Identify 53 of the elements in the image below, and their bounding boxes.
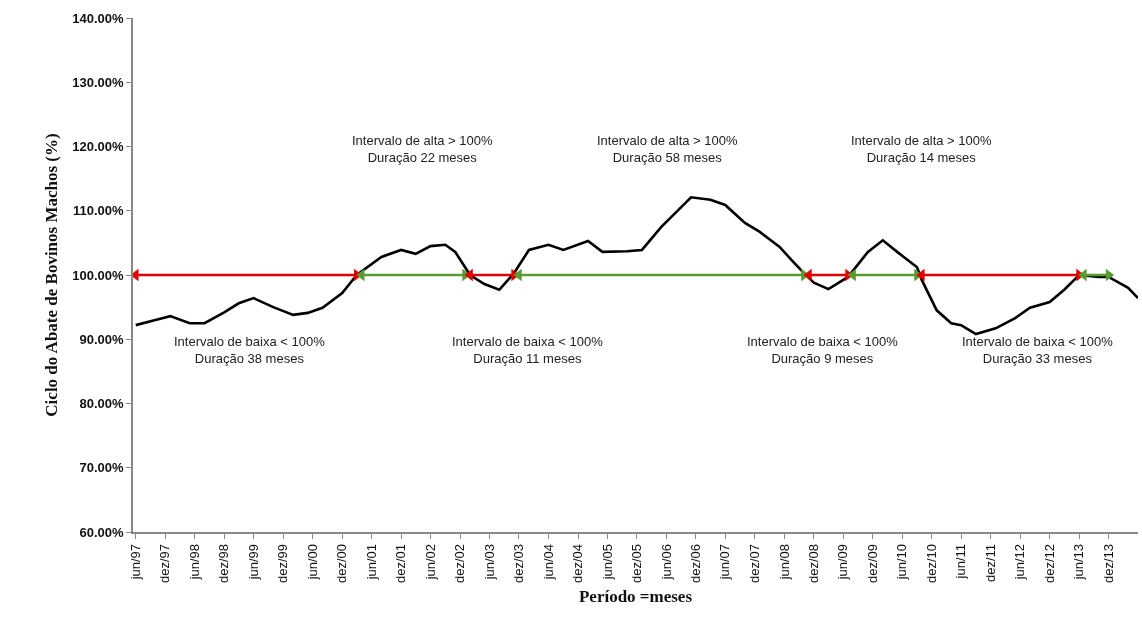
x-tick-label: dez/97 [157, 543, 173, 583]
y-tick-label: 70.00% [79, 460, 125, 476]
y-tick-label: 110.00% [73, 203, 125, 219]
y-axis-title: Ciclo do Abate de Bovinos Machos (%) [42, 133, 62, 417]
x-tick-label: dez/13 [1100, 543, 1116, 583]
annotation: Intervalo de alta > 100% Duração 58 meses [597, 133, 739, 165]
x-axis-title: Período =meses [578, 586, 693, 606]
x-tick-label: dez/99 [275, 543, 291, 583]
y-tick-label: 80.00% [79, 396, 125, 412]
x-tick-label: jun/09 [835, 543, 851, 581]
y-tick-label: 60.00% [79, 524, 125, 540]
x-tick-label: dez/07 [747, 543, 763, 583]
x-tick-label: jun/02 [422, 543, 438, 581]
x-tick-label: jun/04 [540, 543, 556, 581]
y-tick-label: 130.00% [72, 74, 125, 90]
x-tick-label: dez/03 [511, 543, 527, 583]
x-tick-label: dez/08 [806, 543, 822, 583]
x-tick-label: jun/03 [481, 543, 497, 581]
y-tick-label: 140.00% [72, 10, 125, 26]
x-tick-label: dez/10 [923, 543, 939, 583]
y-tick-label: 90.00% [79, 331, 125, 347]
annotation: Intervalo de baixa < 100% Duração 38 meses [174, 334, 326, 366]
x-tick-label: dez/04 [570, 543, 586, 583]
x-tick-label: jun/07 [717, 543, 733, 581]
x-tick-label: jun/13 [1071, 543, 1087, 581]
annotation: Intervalo de baixa < 100% Duração 33 meses [962, 334, 1114, 366]
x-tick-label: jun/10 [894, 543, 910, 581]
x-tick-label: dez/01 [393, 543, 409, 583]
annotation: Intervalo de baixa < 100% Duração 11 meses [452, 334, 604, 366]
x-tick-label: jun/00 [304, 543, 320, 581]
x-tick-label: jun/01 [363, 543, 379, 581]
x-tick-label: dez/02 [452, 543, 468, 583]
x-tick-label: jun/06 [658, 543, 674, 581]
x-tick-label: jun/11 [953, 543, 969, 580]
x-tick-label: dez/09 [865, 543, 881, 583]
x-tick-label: dez/00 [334, 543, 350, 583]
annotation: Intervalo de alta > 100% Duração 14 meses [851, 133, 993, 165]
x-tick-label: jun/08 [776, 543, 792, 581]
x-tick-label: dez/98 [216, 543, 232, 583]
x-tick-label: jun/98 [186, 543, 202, 581]
x-tick-label: jun/05 [599, 543, 615, 581]
line-series [134, 195, 1138, 336]
y-tick-label: 120.00% [72, 139, 125, 155]
x-tick-label: dez/05 [629, 543, 645, 583]
x-tick-label: dez/12 [1041, 543, 1057, 583]
annotation: Intervalo de alta > 100% Duração 22 meses [352, 133, 494, 165]
x-tick-label: dez/11 [982, 543, 998, 583]
x-tick-label: jun/97 [127, 543, 143, 581]
y-tick-label: 100.00% [72, 267, 125, 283]
annotation: Intervalo de baixa < 100% Duração 9 meses [747, 334, 899, 366]
x-tick-label: dez/06 [688, 543, 704, 583]
x-tick-label: jun/12 [1012, 543, 1028, 581]
x-tick-label: jun/99 [245, 543, 261, 581]
